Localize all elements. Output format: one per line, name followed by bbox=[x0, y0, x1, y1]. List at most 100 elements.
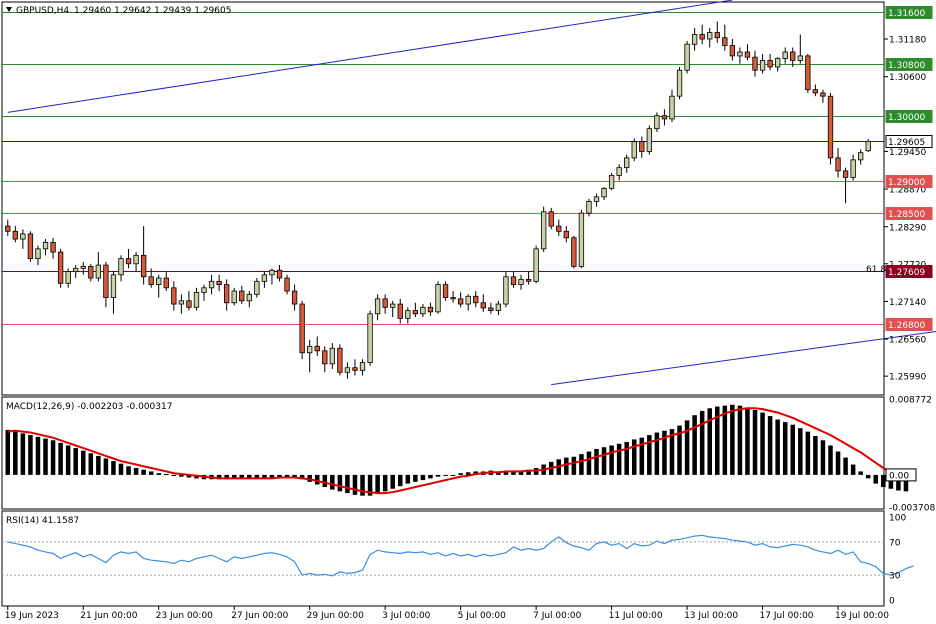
macd-bar bbox=[65, 445, 71, 475]
macd-series bbox=[5, 404, 909, 496]
candle-body bbox=[503, 276, 509, 305]
macd-bar bbox=[684, 420, 690, 475]
candle-body bbox=[586, 201, 592, 214]
time-tick-label: 19 Jul 00:00 bbox=[835, 611, 889, 621]
macd-label: MACD(12,26,9) -0.002203 -0.000317 bbox=[6, 402, 172, 412]
time-tick-label: 3 Jul 00:00 bbox=[382, 611, 431, 621]
candle-body bbox=[352, 367, 358, 371]
macd-signal-line bbox=[7, 407, 907, 495]
candle-body bbox=[435, 284, 441, 313]
level-tag-box bbox=[885, 110, 933, 123]
candle-body bbox=[65, 271, 71, 284]
macd-bar bbox=[715, 406, 720, 475]
level-tag-box bbox=[885, 265, 933, 278]
price-tick-label: 1.25990 bbox=[889, 373, 926, 383]
level-tag-box bbox=[885, 318, 933, 331]
macd-zero-tag bbox=[885, 468, 917, 482]
candle-body bbox=[133, 254, 139, 265]
rsi-axis-label: 70 bbox=[889, 538, 901, 548]
macd-bar bbox=[111, 461, 116, 475]
macd-bar bbox=[896, 474, 901, 491]
candle-body bbox=[827, 95, 834, 159]
macd-bar bbox=[594, 448, 599, 475]
candle-body bbox=[299, 303, 305, 354]
candle-body bbox=[397, 303, 403, 319]
macd-bar bbox=[254, 474, 260, 479]
macd-bar bbox=[737, 405, 743, 475]
time-tick-label: 29 Jun 00:00 bbox=[307, 611, 364, 621]
rsi-axis-label: 0 bbox=[889, 597, 895, 607]
macd-bar bbox=[805, 431, 811, 475]
time-tick-label: 13 Jul 00:00 bbox=[684, 611, 738, 621]
macd-bar bbox=[639, 437, 645, 475]
macd-bar bbox=[571, 456, 577, 475]
candle-body bbox=[480, 302, 486, 309]
macd-bar bbox=[58, 442, 63, 475]
macd-bar bbox=[579, 454, 584, 475]
candle-body bbox=[457, 298, 464, 305]
macd-bar bbox=[601, 447, 607, 475]
macd-bar bbox=[669, 429, 675, 475]
candle-body bbox=[329, 347, 335, 365]
macd-axis-label: 0.00 bbox=[889, 471, 909, 481]
macd-bar bbox=[881, 474, 886, 488]
candle-body bbox=[737, 51, 743, 57]
macd-bar bbox=[133, 467, 139, 475]
candlestick-series bbox=[5, 21, 871, 379]
candle-body bbox=[95, 264, 102, 279]
macd-bar bbox=[450, 474, 456, 476]
rsi-series bbox=[2, 534, 914, 577]
candle-body bbox=[812, 89, 819, 94]
macd-bar bbox=[465, 472, 471, 475]
candle-body bbox=[322, 350, 328, 365]
level-tag-label: 1.27609 bbox=[888, 268, 925, 278]
rsi-pane-frame bbox=[1, 510, 885, 607]
macd-bar bbox=[586, 451, 592, 475]
candle-body bbox=[103, 264, 109, 298]
candle-body bbox=[541, 211, 547, 250]
level-tag-label: 1.28500 bbox=[888, 210, 925, 220]
candle-body bbox=[405, 310, 411, 319]
macd-bar bbox=[284, 474, 290, 477]
main-pane-frame bbox=[1, 1, 885, 396]
macd-bar bbox=[118, 463, 124, 475]
macd-bar bbox=[247, 474, 252, 479]
pane-frames bbox=[1, 1, 885, 607]
candle-body bbox=[797, 55, 803, 61]
candle-body bbox=[12, 230, 18, 240]
macd-bar bbox=[865, 474, 871, 479]
macd-bar bbox=[752, 410, 758, 475]
macd-bar bbox=[435, 474, 441, 477]
candle-body bbox=[790, 51, 796, 61]
macd-bar bbox=[790, 424, 796, 475]
candle-body bbox=[314, 345, 320, 352]
candle-body bbox=[156, 277, 162, 285]
macd-bar bbox=[224, 474, 229, 480]
horizontal-levels bbox=[2, 12, 884, 325]
macd-bar bbox=[782, 422, 788, 475]
macd-bar bbox=[103, 458, 109, 475]
candle-body bbox=[140, 254, 147, 278]
candle-body bbox=[420, 306, 426, 315]
candle-body bbox=[661, 115, 668, 120]
candle-body bbox=[616, 167, 622, 176]
macd-bar bbox=[677, 425, 682, 475]
macd-bar bbox=[171, 474, 177, 476]
candle-body bbox=[707, 32, 713, 40]
rsi-line bbox=[7, 534, 914, 577]
macd-bar bbox=[428, 474, 433, 479]
macd-bar bbox=[835, 451, 841, 475]
price-tick-label: 1.26560 bbox=[889, 336, 926, 346]
candle-body bbox=[699, 34, 705, 40]
rsi-label: RSI(14) 41.1587 bbox=[6, 516, 79, 526]
macd-bar bbox=[13, 431, 18, 475]
macd-bar bbox=[503, 471, 509, 475]
candle-body bbox=[171, 287, 177, 305]
level-tags: 1.31600 1.30800 1.30000 1.29605 1.29000 1.285… bbox=[885, 6, 933, 331]
candle-body bbox=[759, 60, 766, 71]
macd-bar bbox=[88, 453, 94, 475]
macd-bar bbox=[345, 474, 350, 494]
